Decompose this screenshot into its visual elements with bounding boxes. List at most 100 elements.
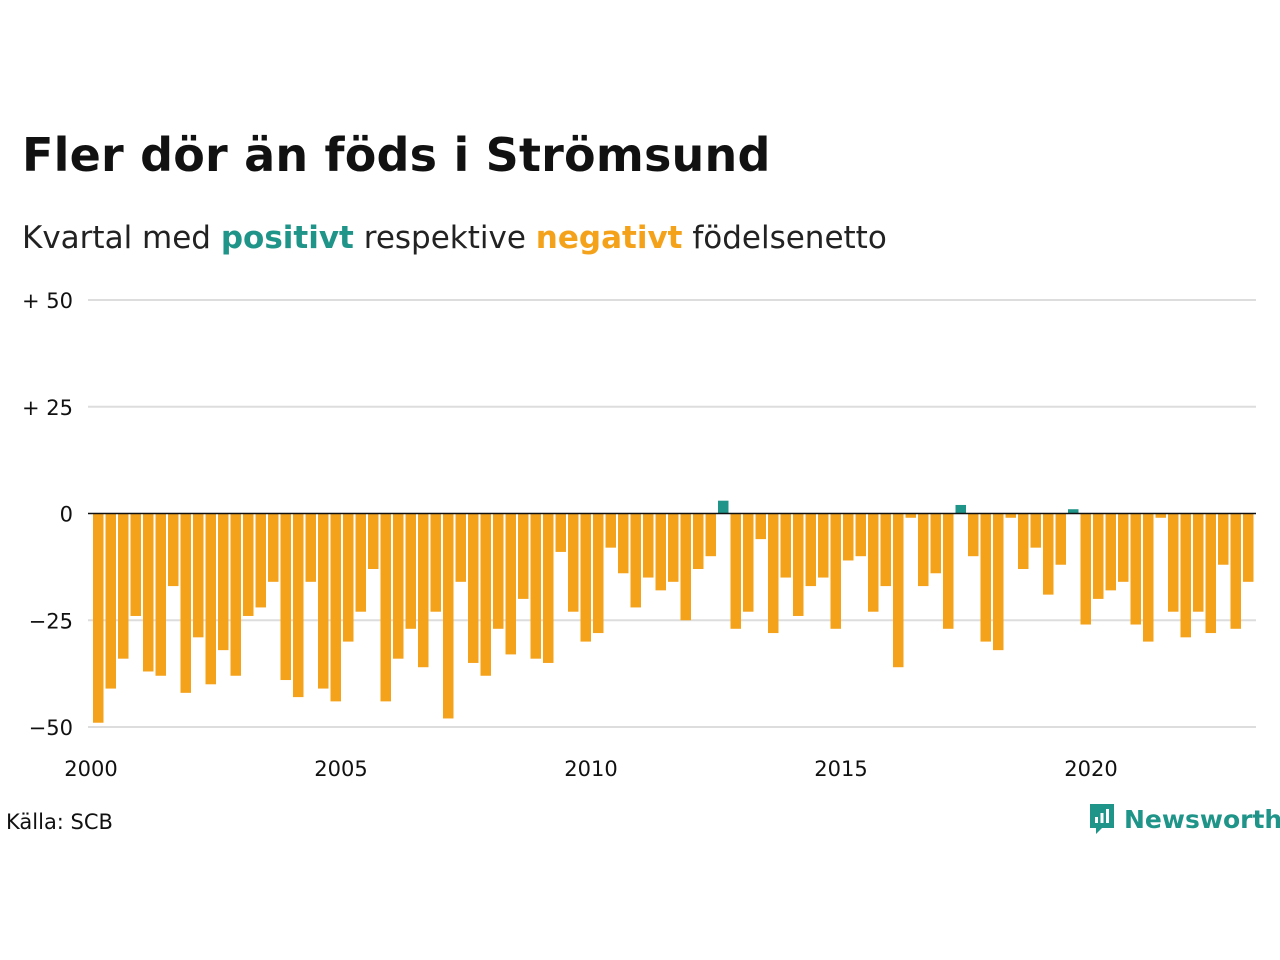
subtitle-suffix: födelsenetto xyxy=(692,220,887,256)
bar xyxy=(343,513,354,642)
bar xyxy=(243,513,254,616)
bar xyxy=(718,500,729,514)
bar xyxy=(1205,513,1216,634)
y-tick-label: −50 xyxy=(29,716,73,740)
bar xyxy=(805,513,816,587)
subtitle-positive-word: positivt xyxy=(220,220,354,256)
bar xyxy=(543,513,554,663)
bar xyxy=(655,513,666,591)
chart-subtitle: Kvartal med positivt respektive negativt… xyxy=(22,220,887,256)
bar xyxy=(268,513,279,582)
bar xyxy=(1155,513,1166,518)
bar xyxy=(1243,513,1254,582)
newsworthy-logo-icon xyxy=(1088,802,1116,836)
x-tick-label: 2015 xyxy=(814,757,867,781)
bar xyxy=(980,513,991,642)
bar xyxy=(93,513,104,723)
bar xyxy=(455,513,466,582)
subtitle-negative-word: negativt xyxy=(535,220,683,256)
bar xyxy=(143,513,154,672)
bar xyxy=(730,513,741,629)
bar xyxy=(880,513,891,587)
bar xyxy=(1130,513,1141,625)
bar xyxy=(868,513,879,612)
bar xyxy=(705,513,716,557)
y-axis-ticks: + 50 + 25 0 −25 −50 xyxy=(22,289,73,740)
bar xyxy=(1168,513,1179,612)
bar xyxy=(1180,513,1191,638)
bar xyxy=(843,513,854,561)
chart-title: Fler dör än föds i Strömsund xyxy=(22,128,771,182)
bar xyxy=(1143,513,1154,642)
y-tick-label: −25 xyxy=(29,609,73,633)
bar xyxy=(605,513,616,548)
x-tick-label: 2005 xyxy=(314,757,367,781)
bar xyxy=(593,513,604,634)
bar xyxy=(1005,513,1016,518)
y-tick-label: + 50 xyxy=(22,289,73,313)
bar xyxy=(105,513,116,689)
bar xyxy=(1030,513,1041,548)
bar xyxy=(255,513,266,608)
bar xyxy=(293,513,304,698)
bar xyxy=(1080,513,1091,625)
bar xyxy=(443,513,454,719)
bar xyxy=(505,513,516,655)
bar xyxy=(1093,513,1104,599)
bar xyxy=(518,513,529,599)
bar xyxy=(155,513,166,676)
bar xyxy=(468,513,479,663)
x-tick-label: 2000 xyxy=(64,757,117,781)
bar xyxy=(493,513,504,629)
bar xyxy=(930,513,941,574)
bar xyxy=(555,513,566,552)
source-note: Källa: SCB xyxy=(6,810,113,834)
bar xyxy=(1118,513,1129,582)
bar xyxy=(693,513,704,570)
bar xyxy=(193,513,204,638)
bar xyxy=(1018,513,1029,570)
bar xyxy=(430,513,441,612)
bar xyxy=(230,513,241,676)
bar xyxy=(668,513,679,582)
x-axis-ticks: 2000 2005 2010 2015 2020 xyxy=(64,757,1117,781)
bar xyxy=(305,513,316,582)
subtitle-prefix: Kvartal med xyxy=(22,220,211,256)
x-tick-label: 2020 xyxy=(1064,757,1117,781)
bar xyxy=(1230,513,1241,629)
bar xyxy=(1043,513,1054,595)
bar-chart: + 50 + 25 0 −25 −50 2000 2005 2010 2015 2020 xyxy=(22,289,1256,781)
bar xyxy=(855,513,866,557)
bar xyxy=(205,513,216,685)
bar xyxy=(743,513,754,612)
bar xyxy=(768,513,779,634)
bar xyxy=(580,513,591,642)
bar xyxy=(530,513,541,659)
bar xyxy=(780,513,791,578)
bar xyxy=(918,513,929,587)
y-tick-label: 0 xyxy=(60,503,73,527)
bar xyxy=(330,513,341,702)
bar xyxy=(355,513,366,612)
bar xyxy=(893,513,904,668)
bar xyxy=(955,504,966,514)
bar xyxy=(1193,513,1204,612)
bar xyxy=(405,513,416,629)
brand-name: Newsworthy xyxy=(1124,804,1280,834)
bar xyxy=(393,513,404,659)
bar xyxy=(755,513,766,540)
bar xyxy=(418,513,429,668)
bar xyxy=(568,513,579,612)
bar xyxy=(168,513,179,587)
bar xyxy=(643,513,654,578)
bar xyxy=(380,513,391,702)
bar xyxy=(118,513,129,659)
bar xyxy=(180,513,191,693)
bar xyxy=(968,513,979,557)
brand-logo: Newsworthy xyxy=(1088,802,1280,836)
subtitle-middle: respektive xyxy=(363,220,526,256)
bar xyxy=(1218,513,1229,565)
x-tick-label: 2010 xyxy=(564,757,617,781)
bar xyxy=(793,513,804,616)
bar xyxy=(368,513,379,570)
